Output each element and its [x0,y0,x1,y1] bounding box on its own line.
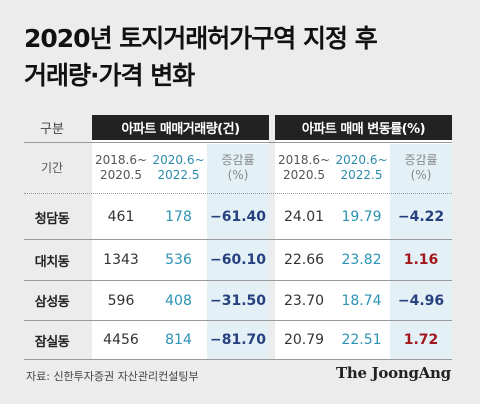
divider-header [24,142,452,143]
subheader-g2-period2: 2020.6~ 2022.5 [335,153,388,182]
divider-row-3 [24,320,452,321]
cell-price-after: 22.51 [341,332,382,348]
cell-volume-change: −31.50 [209,292,266,309]
cell-price-change: 1.72 [403,332,439,348]
cell-volume-before: 461 [107,209,135,225]
cell-volume-change: −81.70 [209,332,266,348]
row-label-jamsil: 잠실동 [34,334,70,350]
cell-price-before: 23.70 [283,292,325,309]
subheader-g1-period2: 2020.6~ 2022.5 [152,153,205,182]
cell-volume-after: 536 [165,252,192,268]
cell-volume-after: 178 [165,209,192,225]
source-note: 자료: 신한투자증권 자산관리컨설팅부 [26,370,199,383]
divider-bottom [24,359,452,360]
row-label-samseong: 삼성동 [34,295,70,310]
divider-row-1 [24,239,452,240]
cell-price-after: 19.79 [341,209,382,225]
cell-volume-before: 4456 [103,332,139,348]
divider-row-2 [24,280,452,281]
cell-volume-before: 1343 [103,252,139,268]
cell-volume-change: −60.10 [209,252,266,268]
cell-price-change: −4.22 [397,209,445,225]
cell-price-before: 20.79 [283,332,325,348]
cell-price-change: 1.16 [403,252,439,268]
cell-price-before: 24.01 [283,209,325,225]
cell-price-before: 22.66 [283,252,325,268]
group2-change-column-band [390,144,452,359]
title-line-2: 거래량·가격 변화 [24,61,195,90]
row-label-cheongdam: 청담동 [34,211,70,227]
cell-price-after: 23.82 [341,252,382,268]
subheader-g2-period1: 2018.6~ 2020.5 [277,153,331,182]
subheader-g2-change: 증감률 (%) [404,153,438,182]
publisher-logo: The JoongAng [336,364,451,382]
group1-header: 아파트 매매거래량(건) [92,115,269,140]
group1-change-column-band [207,144,269,359]
cell-price-after: 18.74 [341,292,382,309]
subheader-g1-change: 증감률 (%) [221,153,255,182]
divider-subheader [24,193,452,194]
cell-volume-before: 596 [107,292,135,309]
row-label-daechi: 대치동 [34,254,70,270]
subheader-g1-period1: 2018.6~ 2020.5 [94,153,148,182]
cell-price-change: −4.96 [397,292,445,309]
title-line-1: 2020년 토지거래허가구역 지정 후 [24,24,378,53]
gubun-header: 구분 [40,122,64,137]
cell-volume-after: 814 [165,332,192,348]
page-title: 2020년 토지거래허가구역 지정 후 거래량·가격 변화 [24,20,378,94]
cell-volume-change: −61.40 [209,209,266,225]
cell-volume-after: 408 [165,292,192,309]
group2-header: 아파트 매매 변동률(%) [275,115,452,140]
period-label: 기간 [40,160,64,175]
